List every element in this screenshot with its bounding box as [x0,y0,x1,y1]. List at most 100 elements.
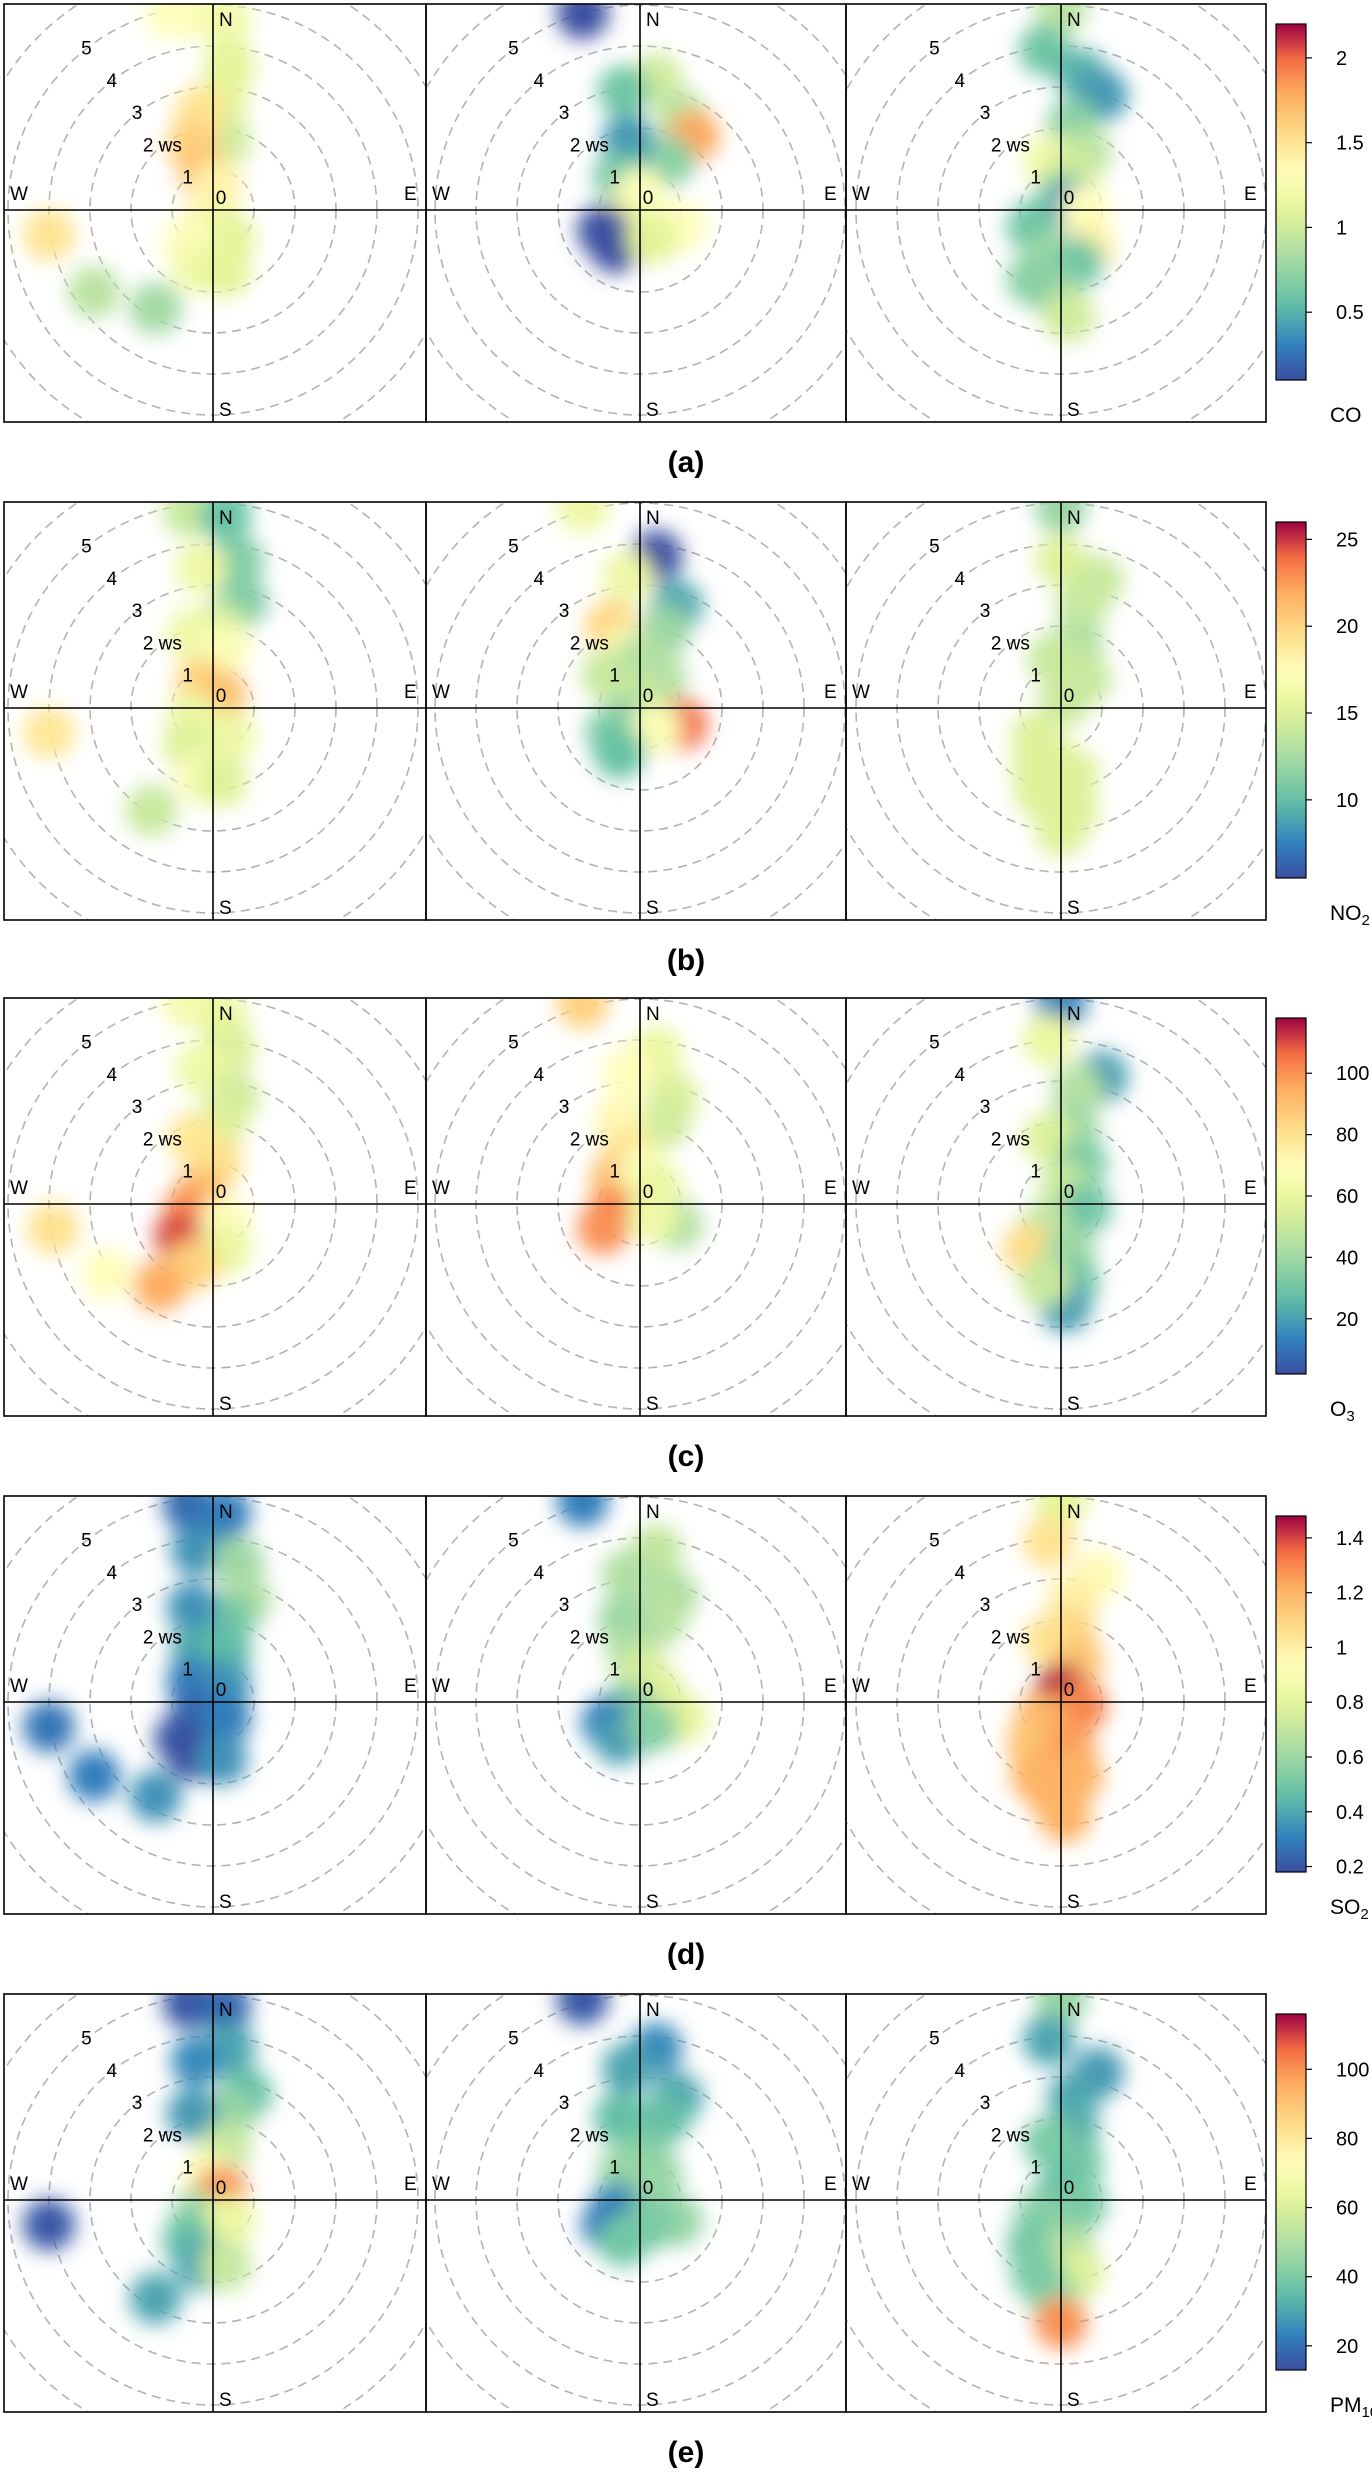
ws-ring-label: 4 [954,71,965,92]
west-label: W [852,682,870,703]
ws-ring-label: 4 [954,1563,965,1584]
ws-ring-label: 0 [216,1182,227,1203]
ws-ring-label: 2 ws [143,135,182,156]
panel-frame [845,1993,1267,2413]
ws-ring-label: 4 [106,1065,117,1086]
data-point [630,702,683,755]
north-label: N [646,10,660,31]
ws-ring-label: 1 [182,1162,193,1183]
ws-ring-label: 2 ws [991,2125,1030,2146]
ws-ring-label: 2 ws [991,1627,1030,1648]
east-label: E [824,1676,837,1697]
colorbar-tick-label: 40 [1336,1247,1358,1269]
ws-ring-label: 0 [643,1680,654,1701]
south-label: S [646,2390,659,2411]
panel-frame [845,501,1267,921]
south-label: S [646,400,659,421]
ws-ring-label: 0 [216,2178,227,2199]
west-label: W [432,1676,450,1697]
data-point [1010,2247,1063,2300]
data-point [601,2042,654,2095]
north-label: N [219,10,233,31]
ws-ring-label: 1 [609,2158,620,2179]
west-label: W [10,1178,28,1199]
data-point [1010,1749,1063,1802]
south-label: S [646,1892,659,1913]
ws-ring-label: 5 [929,1531,940,1552]
ws-ring-label: 5 [508,39,519,60]
colorbar-tick-label: 0.2 [1336,1857,1364,1879]
ws-ring-label: 5 [508,2029,519,2050]
ws-ring-label: 5 [81,1531,92,1552]
data-point [23,706,75,759]
ws-ring-label: 4 [954,1065,965,1086]
data-point [1022,2014,1075,2067]
ws-ring-label: 0 [1064,1182,1075,1203]
ws-ring-label: 2 ws [570,1129,609,1150]
data-point [1055,1680,1108,1733]
east-label: E [404,2174,417,2195]
north-label: N [219,508,233,529]
ws-ring-label: 0 [216,1680,227,1701]
ws-ring-label: 5 [929,537,940,558]
north-label: N [646,1502,660,1523]
colorbar-tick-label: 80 [1336,1125,1358,1147]
west-label: W [10,1676,28,1697]
ws-ring-label: 4 [106,1563,117,1584]
west-label: W [432,1178,450,1199]
data-point [195,755,248,808]
colorbar-gradient [1275,2013,1307,2371]
data-point [170,2034,223,2087]
ws-ring-label: 3 [132,103,143,124]
north-label: N [1067,10,1081,31]
data-point [27,1202,80,1255]
ws-ring-label: 0 [216,188,227,209]
ws-ring-label: 3 [980,2093,991,2114]
data-point [597,2215,650,2267]
ws-ring-label: 5 [81,537,92,558]
ws-ring-label: 4 [106,71,117,92]
ws-ring-label: 3 [980,1097,991,1118]
ws-ring-label: 1 [182,168,193,189]
east-label: E [404,184,417,205]
ws-ring-label: 4 [533,1563,544,1584]
concentration-surface [23,1994,272,2325]
data-point [80,1247,133,1300]
west-label: W [10,184,28,205]
north-label: N [1067,1004,1081,1025]
east-label: E [824,1178,837,1199]
ws-ring-label: 5 [929,1033,940,1054]
ws-ring-label: 0 [1064,1680,1075,1701]
data-point [129,1770,182,1823]
south-label: S [1067,2390,1080,2411]
data-point [626,1700,679,1753]
pollutant-label: CO [1330,404,1362,427]
data-point [199,2239,252,2292]
data-point [203,710,256,763]
colorbar-tick-label: 60 [1336,2198,1358,2220]
ws-ring-label: 5 [508,1033,519,1054]
east-label: E [1244,1178,1257,1199]
ws-ring-label: 1 [182,2158,193,2179]
east-label: E [1244,184,1257,205]
east-label: E [824,2174,837,2195]
ws-ring-label: 3 [980,1595,991,1616]
data-point [174,542,227,595]
colorbar-tick-label: 40 [1336,2267,1358,2289]
north-label: N [1067,2000,1081,2021]
concentration-surface [556,502,707,780]
ws-ring-label: 2 ws [143,2125,182,2146]
concentration-surface [556,1994,703,2267]
data-point [199,245,252,298]
data-point [1022,1516,1075,1569]
west-label: W [852,2174,870,2195]
concentration-surface [556,4,720,273]
ws-ring-label: 0 [1064,2178,1075,2199]
